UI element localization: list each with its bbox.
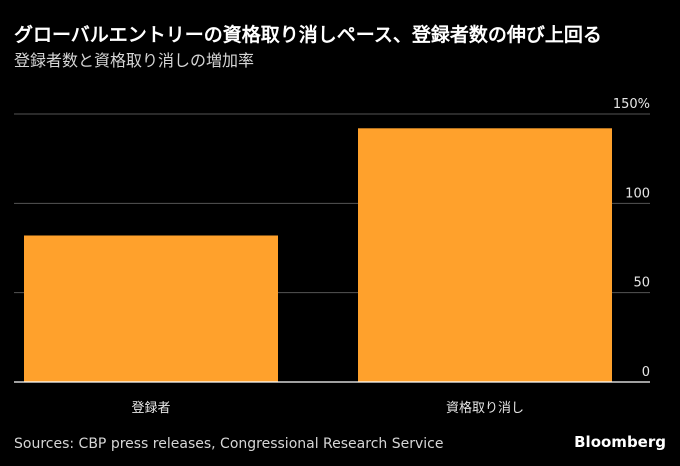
y-tick-label: 100 bbox=[625, 186, 650, 201]
chart-subtitle: 登録者数と資格取り消しの増加率 bbox=[14, 51, 255, 70]
x-category-label: 資格取り消し bbox=[446, 400, 524, 416]
bar bbox=[24, 235, 278, 382]
x-category-label: 登録者 bbox=[131, 401, 170, 416]
chart-title: グローバルエントリーの資格取り消しペース、登録者数の伸び上回る bbox=[14, 24, 602, 46]
bar bbox=[358, 128, 612, 382]
y-tick-label: 0 bbox=[642, 365, 650, 380]
y-tick-label: 150% bbox=[613, 97, 650, 112]
bloomberg-logo: Bloomberg bbox=[574, 433, 666, 451]
source-note: Sources: CBP press releases, Congression… bbox=[14, 436, 444, 452]
y-tick-label: 50 bbox=[633, 276, 650, 291]
